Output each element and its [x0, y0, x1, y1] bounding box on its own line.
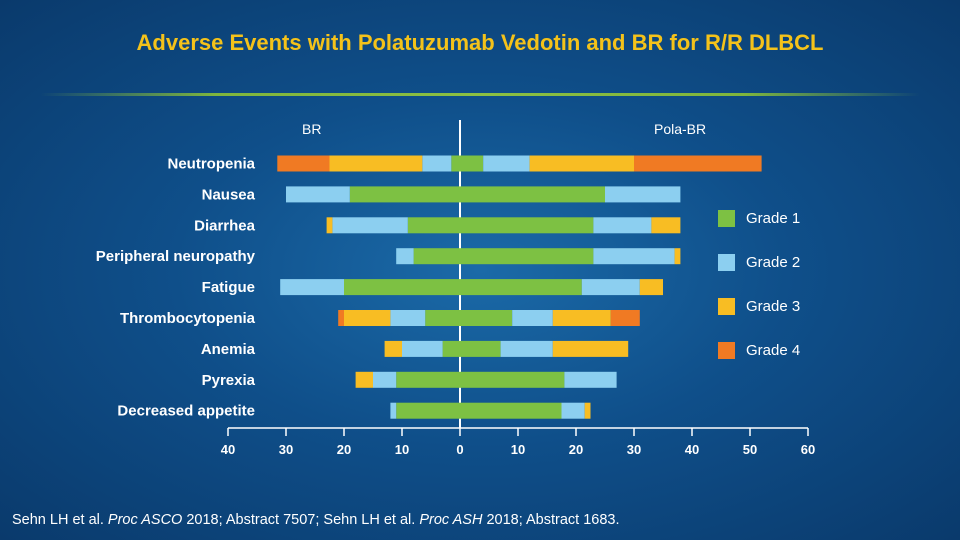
x-tick-label-10: 60	[801, 442, 815, 457]
bar-pola-br-diarrhea-grade-1	[460, 217, 594, 234]
bar-br-neutropenia-grade-3	[329, 155, 423, 172]
bar-br-anemia-grade-3	[384, 340, 402, 357]
bar-br-thrombocytopenia-grade-3	[344, 310, 391, 326]
footnote-part-2: 2018; Abstract 7507; Sehn LH et al.	[182, 512, 420, 528]
legend-swatch-grade-2	[718, 254, 735, 271]
x-tick-label-3: 10	[395, 442, 409, 457]
footnote: Sehn LH et al. Proc ASCO 2018; Abstract …	[12, 512, 620, 528]
bar-pola-br-anemia-grade-2	[500, 340, 553, 357]
footnote-journal-1: Proc ASCO	[107, 512, 183, 528]
bar-pola-br-diarrhea-grade-2	[593, 217, 652, 234]
category-label-anemia: Anemia	[201, 341, 256, 358]
bar-pola-br-neutropenia-grade-4	[634, 155, 762, 172]
category-label-peripheral-neuropathy: Peripheral neuropathy	[96, 248, 256, 265]
bar-br-fatigue-grade-1	[344, 279, 460, 296]
x-tick-label-8: 40	[685, 442, 699, 457]
bar-br-diarrhea-grade-3	[326, 217, 333, 234]
legend-swatch-grade-3	[718, 298, 735, 315]
bar-pola-br-nausea-grade-1	[460, 186, 605, 203]
bar-pola-br-fatigue-grade-1	[460, 279, 582, 296]
bar-br-decreased-appetite-grade-2	[390, 402, 397, 419]
x-tick-label-2: 20	[337, 442, 351, 457]
bar-br-neutropenia-grade-4	[277, 155, 330, 172]
bar-pola-br-neutropenia-grade-2	[483, 155, 530, 172]
category-label-neutropenia: Neutropenia	[167, 156, 255, 173]
bar-pola-br-fatigue-grade-2	[581, 279, 640, 296]
category-label-nausea: Nausea	[202, 186, 256, 203]
bar-pola-br-thrombocytopenia-grade-4	[610, 310, 640, 326]
bar-br-thrombocytopenia-grade-2	[390, 310, 426, 326]
footnote-part-3: 2018; Abstract 1683.	[482, 512, 620, 528]
bar-br-peripheral-neuropathy-grade-1	[413, 248, 460, 265]
bar-br-diarrhea-grade-2	[332, 217, 408, 234]
bar-br-pyrexia-grade-1	[396, 371, 460, 388]
bar-pola-br-peripheral-neuropathy-grade-1	[460, 248, 594, 265]
bar-pola-br-decreased-appetite-grade-2	[561, 402, 585, 419]
category-label-fatigue: Fatigue	[202, 279, 255, 296]
category-label-decreased-appetite: Decreased appetite	[117, 403, 255, 420]
legend-swatch-grade-4	[718, 342, 735, 359]
bar-pola-br-peripheral-neuropathy-grade-2	[593, 248, 675, 265]
x-tick-label-5: 10	[511, 442, 525, 457]
footnote-journal-2: Proc ASH	[419, 512, 483, 528]
x-tick-label-0: 40	[221, 442, 235, 457]
bar-br-nausea-grade-1	[349, 186, 460, 203]
bar-br-neutropenia-grade-1	[451, 155, 460, 172]
x-tick-label-9: 50	[743, 442, 757, 457]
legend-swatch-grade-1	[718, 210, 735, 227]
bar-pola-br-pyrexia-grade-1	[460, 371, 565, 388]
legend-label-grade-1: Grade 1	[746, 210, 801, 227]
bar-pola-br-thrombocytopenia-grade-1	[460, 310, 513, 326]
bar-pola-br-decreased-appetite-grade-3	[584, 402, 591, 419]
bar-pola-br-thrombocytopenia-grade-3	[552, 310, 611, 326]
x-tick-label-7: 30	[627, 442, 641, 457]
x-tick-label-6: 20	[569, 442, 583, 457]
bar-pola-br-anemia-grade-1	[460, 340, 501, 357]
bar-br-decreased-appetite-grade-1	[396, 402, 460, 419]
bar-br-diarrhea-grade-1	[407, 217, 460, 234]
legend-label-grade-4: Grade 4	[746, 342, 801, 359]
group-label-pola-br: Pola-BR	[654, 121, 707, 137]
bar-br-thrombocytopenia-grade-1	[425, 310, 460, 326]
bar-pola-br-neutropenia-grade-1	[460, 155, 484, 172]
legend-label-grade-3: Grade 3	[746, 298, 801, 315]
bar-br-fatigue-grade-2	[280, 279, 344, 296]
bar-pola-br-thrombocytopenia-grade-2	[512, 310, 553, 326]
bar-pola-br-nausea-grade-2	[605, 186, 681, 203]
x-tick-label-1: 30	[279, 442, 293, 457]
title-divider	[40, 93, 920, 96]
category-label-thrombocytopenia: Thrombocytopenia	[120, 310, 256, 327]
bar-pola-br-diarrhea-grade-3	[651, 217, 681, 234]
footnote-part-1: Sehn LH et al.	[12, 512, 108, 528]
bar-pola-br-fatigue-grade-3	[639, 279, 663, 296]
bar-pola-br-decreased-appetite-grade-1	[460, 402, 562, 419]
category-label-diarrhea: Diarrhea	[194, 217, 256, 234]
bar-br-thrombocytopenia-grade-4	[338, 310, 344, 326]
bar-br-peripheral-neuropathy-grade-2	[396, 248, 414, 265]
chart-title: Adverse Events with Polatuzumab Vedotin …	[136, 30, 824, 55]
group-label-br: BR	[302, 121, 322, 137]
bar-br-anemia-grade-1	[442, 340, 460, 357]
bar-br-anemia-grade-2	[402, 340, 443, 357]
legend-label-grade-2: Grade 2	[746, 254, 801, 271]
bar-br-nausea-grade-2	[286, 186, 350, 203]
bar-br-pyrexia-grade-2	[373, 371, 397, 388]
bar-pola-br-anemia-grade-3	[552, 340, 629, 357]
bar-pola-br-pyrexia-grade-2	[564, 371, 617, 388]
bar-pola-br-neutropenia-grade-3	[529, 155, 634, 172]
bar-br-neutropenia-grade-2	[422, 155, 452, 172]
bar-pola-br-peripheral-neuropathy-grade-3	[674, 248, 681, 265]
category-label-pyrexia: Pyrexia	[202, 372, 256, 389]
bar-br-pyrexia-grade-3	[355, 371, 373, 388]
x-tick-label-4: 0	[456, 442, 463, 457]
